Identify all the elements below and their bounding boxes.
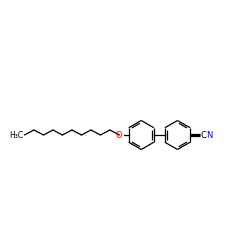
Text: C: C	[200, 130, 206, 140]
Text: N: N	[206, 130, 212, 140]
Text: H₃C: H₃C	[9, 130, 24, 140]
Text: O: O	[116, 130, 122, 140]
